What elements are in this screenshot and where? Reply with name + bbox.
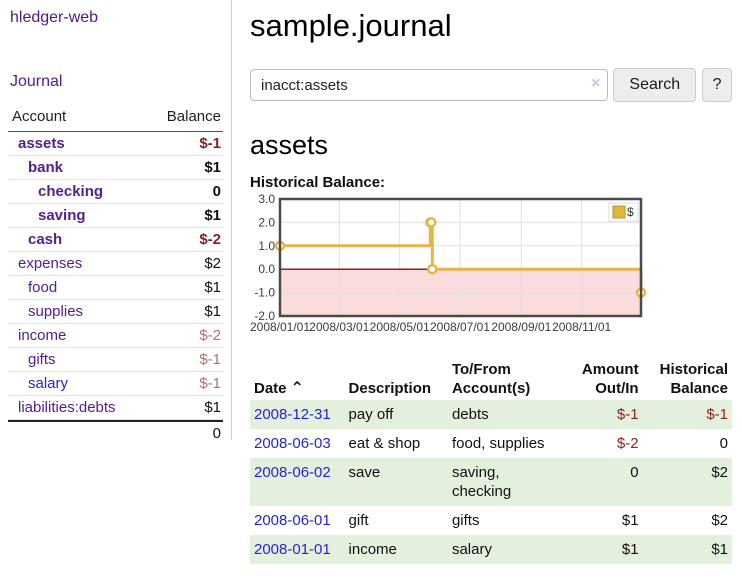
svg-text:1.0: 1.0 (258, 239, 275, 253)
svg-text:3.0: 3.0 (258, 194, 275, 206)
account-balance: 0 (212, 183, 221, 200)
account-balance: $1 (204, 159, 221, 176)
transaction-accounts: saving, checking (447, 458, 564, 506)
account-balance: $-1 (199, 351, 221, 368)
transaction-amount: $1 (563, 535, 643, 564)
transaction-description: save (344, 458, 448, 506)
search-input[interactable] (250, 69, 609, 101)
transaction-accounts: debts (447, 400, 564, 429)
sidebar-account-income[interactable]: income $-2 (8, 324, 223, 348)
sidebar-account-assets[interactable]: assets $-1 (8, 132, 223, 156)
account-table-header: Account Balance (8, 105, 223, 132)
account-balance: $-1 (199, 135, 221, 152)
sidebar-account-cash[interactable]: cash $-2 (8, 228, 223, 252)
search-button[interactable]: Search (613, 68, 697, 102)
transaction-balance: $1 (642, 535, 732, 564)
account-column-header: Account (12, 108, 67, 125)
sidebar-account-checking[interactable]: checking 0 (8, 180, 223, 204)
svg-text:2008/09/01: 2008/09/01 (491, 320, 551, 334)
register-header-row: Date ⌃ Description To/From Account(s) Amo… (250, 358, 732, 400)
sidebar-account-supplies[interactable]: supplies $1 (8, 300, 223, 324)
sidebar-account-gifts[interactable]: gifts $-1 (8, 348, 223, 372)
transaction-amount: 0 (563, 458, 643, 506)
account-balance: $1 (204, 399, 221, 416)
sidebar-account-liabilities-debts[interactable]: liabilities:debts $1 (8, 396, 223, 420)
column-header-date[interactable]: Date ⌃ (254, 380, 304, 397)
svg-text:0.0: 0.0 (258, 262, 275, 276)
main-content: sample.journal × Search ? assets Histori… (250, 0, 732, 564)
svg-text:2008/11/01: 2008/11/01 (552, 320, 611, 334)
transaction-description: pay off (344, 400, 448, 429)
sidebar-account-bank[interactable]: bank $1 (8, 156, 223, 180)
sidebar: hledger-web Journal Account Balance asse… (0, 0, 232, 442)
clear-search-icon[interactable]: × (591, 75, 601, 92)
search-form: × Search ? (250, 68, 732, 102)
register-row: 2008-01-01 income salary $1 $1 (250, 535, 732, 564)
transaction-date-link[interactable]: 2008-06-01 (254, 512, 331, 529)
column-header-accounts: To/From Account(s) (451, 361, 531, 397)
transaction-description: income (344, 535, 448, 564)
svg-text:2008/07/01: 2008/07/01 (430, 320, 490, 334)
account-balance: $-2 (199, 327, 221, 344)
chart-title: Historical Balance: (250, 174, 386, 191)
transaction-balance: $2 (642, 458, 732, 506)
svg-text:2008/05/01: 2008/05/01 (370, 320, 430, 334)
balance-column-header: Balance (166, 108, 221, 125)
column-header-amount: Amount Out/In (581, 361, 639, 397)
transaction-amount: $-2 (616, 435, 639, 452)
transaction-balance: $-1 (642, 400, 732, 429)
register-row: 2008-06-01 gift gifts $1 $2 (250, 506, 732, 535)
sidebar-account-food[interactable]: food $1 (8, 276, 223, 300)
app-title-link[interactable]: hledger-web (10, 9, 99, 26)
register-row: 2008-06-02 save saving, checking 0 $2 (250, 458, 732, 506)
svg-text:-2.0: -2.0 (254, 309, 275, 323)
register-table: Date ⌃ Description To/From Account(s) Amo… (250, 358, 732, 564)
sidebar-account-saving[interactable]: saving $1 (8, 204, 223, 228)
total-balance: 0 (212, 425, 221, 442)
transaction-accounts: food, supplies (451, 435, 545, 452)
account-balance: $-1 (199, 375, 221, 392)
column-header-description: Description (348, 380, 432, 397)
account-balance: $-2 (199, 231, 221, 248)
svg-text:-1.0: -1.0 (254, 286, 275, 300)
register-row: 2008-12-31 pay off debts $-1 $-1 (250, 400, 732, 429)
column-header-balance: Historical Balance (659, 361, 728, 397)
account-balance: $1 (204, 303, 221, 320)
transaction-date-link[interactable]: 2008-06-03 (254, 435, 331, 452)
account-balance: $1 (204, 279, 221, 296)
search-input-wrap: × (250, 69, 609, 101)
sort-ascending-icon: ⌃ (290, 380, 304, 397)
transaction-date-link[interactable]: 2008-12-31 (254, 406, 331, 423)
transaction-balance: $2 (711, 512, 728, 529)
transaction-date-link[interactable]: 2008-06-02 (254, 464, 331, 481)
sidebar-total-row: 0 (8, 420, 223, 442)
transaction-balance: 0 (719, 435, 728, 452)
svg-text:2008/01/01: 2008/01/01 (250, 320, 310, 334)
account-heading: assets (250, 130, 329, 160)
svg-text:2.0: 2.0 (258, 215, 275, 229)
transaction-description: gift (348, 512, 369, 529)
svg-text:2008/03/01: 2008/03/01 (309, 320, 369, 334)
account-balance: $1 (204, 207, 221, 224)
account-balance: $2 (204, 255, 221, 272)
account-balance-table: Account Balance assets $-1 bank $1 check… (8, 105, 223, 442)
transaction-date-link[interactable]: 2008-01-01 (254, 541, 331, 558)
transaction-description: eat & shop (348, 435, 421, 452)
help-button[interactable]: ? (702, 68, 732, 102)
transaction-accounts: salary (447, 535, 564, 564)
transaction-amount: $-1 (563, 400, 643, 429)
transaction-amount: $1 (621, 512, 639, 529)
svg-text:$: $ (627, 205, 634, 219)
register-row: 2008-06-03 eat & shop food, supplies $-2… (250, 429, 732, 458)
sidebar-account-expenses[interactable]: expenses $2 (8, 252, 223, 276)
sidebar-account-salary[interactable]: salary $-1 (8, 372, 223, 396)
nav-journal-link[interactable]: Journal (10, 73, 63, 90)
page-title: sample.journal (250, 8, 452, 43)
transaction-accounts: gifts (451, 512, 480, 529)
